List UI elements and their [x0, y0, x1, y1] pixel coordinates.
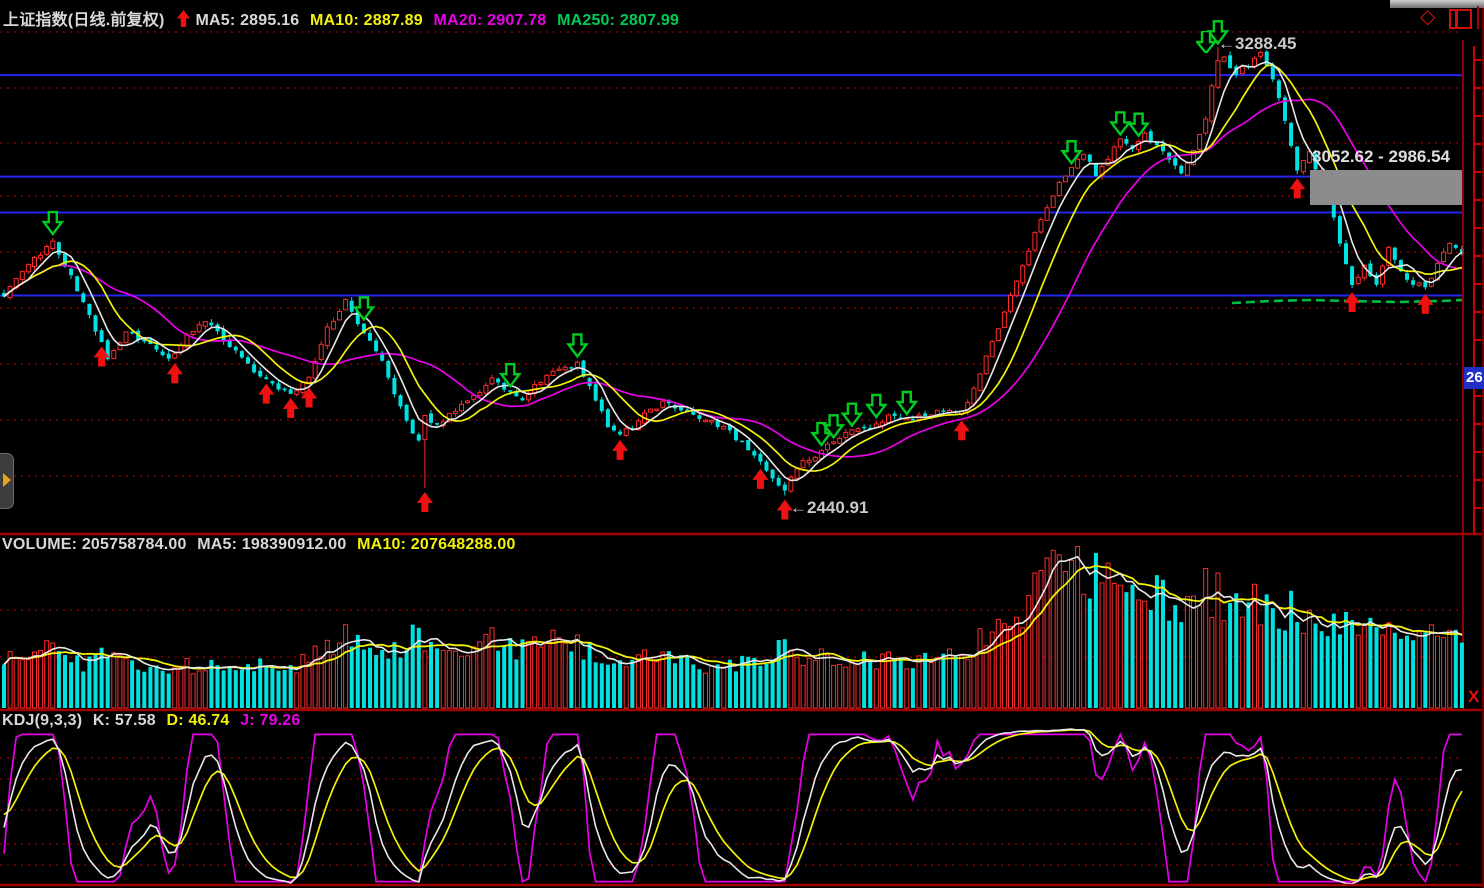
instrument-title: 上证指数(日线.前复权) — [3, 12, 165, 29]
split-window-divider — [1455, 11, 1458, 27]
kdj-header: KDJ(9,3,3) K: 57.58 D: 46.74 J: 79.26 — [2, 712, 306, 730]
volume-header: VOLUME: 205758784.00 MA5: 198390912.00 M… — [2, 536, 522, 554]
ma10-value: MA10: 2887.89 — [309, 12, 423, 29]
split-window-icon[interactable] — [1449, 9, 1472, 29]
main-chart-header: 上证指数(日线.前复权) MA5: 2895.16 MA10: 2887.89 M… — [3, 6, 685, 32]
ma5-value: MA5: 2895.16 — [195, 12, 300, 29]
ma250-value: MA250: 2807.99 — [557, 12, 680, 29]
kdj-j-value: J: 79.26 — [240, 712, 301, 729]
sell-arrow-icon — [1194, 29, 1218, 58]
volume-ma5-value: MA5: 198390912.00 — [197, 536, 347, 553]
volume-ma10-value: MA10: 207648288.00 — [357, 536, 516, 553]
titlebar-sliver — [1390, 0, 1484, 8]
measure-range-box — [1310, 170, 1462, 205]
high-price-label: ←3288.45 — [1218, 34, 1297, 53]
ma20-value: MA20: 2907.78 — [433, 12, 547, 29]
range-price-label: 3052.62 - 2986.54 — [1312, 147, 1451, 166]
kdj-k-value: K: 57.58 — [92, 712, 156, 729]
expand-arrow-icon — [3, 473, 11, 487]
sidebar-expand-handle[interactable] — [0, 453, 14, 509]
kdj-name: KDJ(9,3,3) — [2, 712, 83, 729]
current-price-tag: 26 — [1464, 367, 1484, 389]
buy-signal-icon — [176, 10, 190, 32]
window-edge-tick — [1477, 6, 1479, 29]
indicator-close-button[interactable]: X — [1468, 687, 1480, 706]
diamond-tool-icon[interactable]: ◇ — [1420, 6, 1436, 28]
low-price-label: ←2440.91 — [790, 498, 869, 517]
kdj-d-value: D: 46.74 — [166, 712, 230, 729]
volume-value: VOLUME: 205758784.00 — [2, 536, 187, 553]
